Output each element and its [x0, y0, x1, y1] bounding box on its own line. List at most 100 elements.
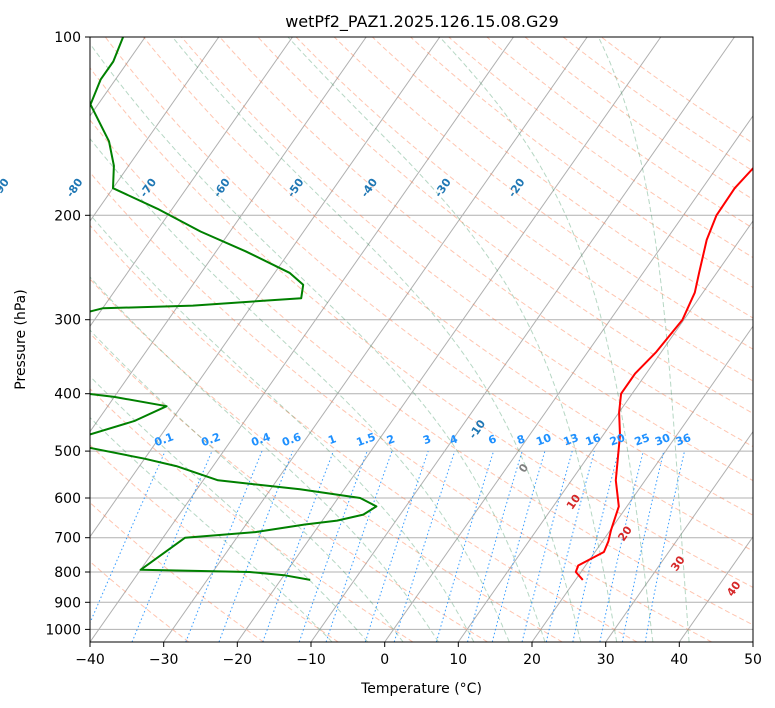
- isotherm-line: [236, 37, 662, 642]
- dry-adiabat: [90, 332, 488, 642]
- dry-adiabat: [90, 67, 753, 588]
- moist-adiabat: [90, 42, 546, 642]
- dry-adiabat: [372, 37, 753, 319]
- y-tick-label: 500: [54, 444, 81, 460]
- mixing-ratio-label: 16: [584, 431, 603, 449]
- isotherm-line: [310, 37, 735, 642]
- dry-adiabat: [90, 560, 190, 642]
- y-tick-label: 600: [54, 491, 81, 507]
- mixing-ratio-label: 30: [653, 431, 672, 449]
- isotherm-line: [90, 37, 514, 642]
- y-tick-label: 200: [54, 208, 81, 224]
- y-tick-label: 100: [54, 30, 81, 46]
- mixing-ratio-line: [393, 450, 456, 642]
- dry-adiabat: [333, 37, 753, 350]
- mixing-ratio-label: 10: [534, 431, 553, 449]
- y-tick-label: 300: [54, 313, 81, 329]
- moist-adiabat: [598, 37, 690, 642]
- y-axis-title: Pressure (hPa): [13, 289, 29, 389]
- y-tick-label: 800: [54, 565, 81, 581]
- isotherm-line: [90, 37, 220, 222]
- isotherm-line: [457, 220, 753, 642]
- x-tick-label: 40: [670, 652, 688, 668]
- mixing-ratio-line: [599, 450, 644, 642]
- y-tick-label: 900: [54, 595, 81, 611]
- dewpoint-line: [90, 37, 378, 581]
- x-tick-label: 30: [597, 652, 615, 668]
- mixing-ratio-label: 6: [487, 432, 499, 447]
- isotherm-line: [90, 37, 367, 433]
- mixing-ratio-line: [298, 450, 368, 642]
- moist-adiabat: [90, 137, 510, 642]
- mixing-ratio-line: [491, 450, 546, 642]
- mixing-ratio-label: 3: [421, 432, 433, 447]
- y-tick-label: 400: [54, 387, 81, 403]
- mixing-ratio-label: 0.2: [199, 430, 222, 449]
- mixing-ratio-line: [467, 450, 523, 642]
- isotherm-line: [531, 325, 753, 642]
- mixing-ratio-line: [435, 450, 495, 642]
- moist-adiabat: [90, 213, 475, 642]
- moist-adiabat: [90, 276, 439, 642]
- mixing-ratio-label: 2: [385, 432, 397, 447]
- temperature-line: [574, 166, 753, 581]
- x-tick-label: −10: [296, 652, 326, 668]
- isotherm-line: [605, 430, 753, 642]
- axis-ticks: −40 −30 −20 −10 0 10 20 30 40 5010020030040050060…: [45, 30, 762, 668]
- dry-adiabat: [90, 278, 563, 642]
- isotherm-line: [384, 114, 753, 642]
- dry-adiabat: [104, 37, 753, 552]
- dry-adiabat: [90, 171, 712, 642]
- mixing-ratio-line: [185, 450, 263, 642]
- mixing-ratio-label: 20: [608, 431, 627, 449]
- mixing-ratio-label: 36: [674, 431, 693, 449]
- y-tick-label: 700: [54, 531, 81, 547]
- dry-adiabat: [295, 37, 753, 382]
- dry-adiabat: [143, 37, 753, 516]
- mixing-ratio-label: 0.1: [153, 430, 176, 449]
- x-tick-label: 20: [523, 652, 541, 668]
- isotherm-line: [90, 37, 293, 328]
- profile-lines: [90, 37, 753, 581]
- chart-title: wetPf2_PAZ1.2025.126.15.08.G29: [285, 12, 559, 32]
- dry-adiabat: [90, 119, 753, 626]
- plot-background-lines: [90, 37, 753, 642]
- mixing-ratio-label: 25: [633, 431, 652, 448]
- mixing-ratio-line: [364, 450, 429, 642]
- y-tick-label: 1000: [45, 622, 81, 638]
- x-tick-label: −20: [223, 652, 253, 668]
- mixing-ratio-label: 0.4: [249, 430, 272, 449]
- isotherm-line: [163, 37, 588, 642]
- line-labels: -100-90-80-70-60-50-40-30-20-10010203040…: [0, 176, 744, 599]
- dry-adiabat: [219, 37, 753, 448]
- mixing-ratio-line: [218, 450, 294, 642]
- mixing-ratio-label: 1.5: [355, 430, 378, 449]
- x-tick-label: 0: [380, 652, 389, 668]
- mixing-ratio-label: 13: [562, 431, 581, 448]
- moist-adiabat: [90, 416, 333, 642]
- mixing-ratio-line: [131, 450, 213, 642]
- dry-adiabat: [90, 388, 414, 642]
- dry-adiabat: [181, 37, 753, 482]
- moist-adiabat: [439, 37, 654, 642]
- isotherm-line: [90, 37, 441, 538]
- moist-adiabat: [90, 375, 369, 642]
- mixing-ratio-line: [325, 450, 393, 642]
- plot-frame: [89, 36, 754, 643]
- moist-adiabat: [287, 37, 618, 642]
- x-tick-label: 10: [449, 652, 467, 668]
- mixing-ratio-label: 1: [326, 432, 338, 447]
- x-axis-title: Temperature (°C): [360, 681, 482, 697]
- mixing-ratio-line: [545, 450, 595, 642]
- mixing-ratio-label: 4: [448, 432, 460, 447]
- mixing-ratio-line: [521, 450, 573, 642]
- x-tick-label: −30: [149, 652, 179, 668]
- mixing-ratio-label: 0.6: [280, 430, 303, 449]
- mixing-ratio-label: 8: [515, 432, 527, 447]
- mixing-ratio-line: [90, 450, 166, 625]
- mixing-ratio-line: [572, 450, 620, 642]
- x-tick-label: −40: [75, 652, 105, 668]
